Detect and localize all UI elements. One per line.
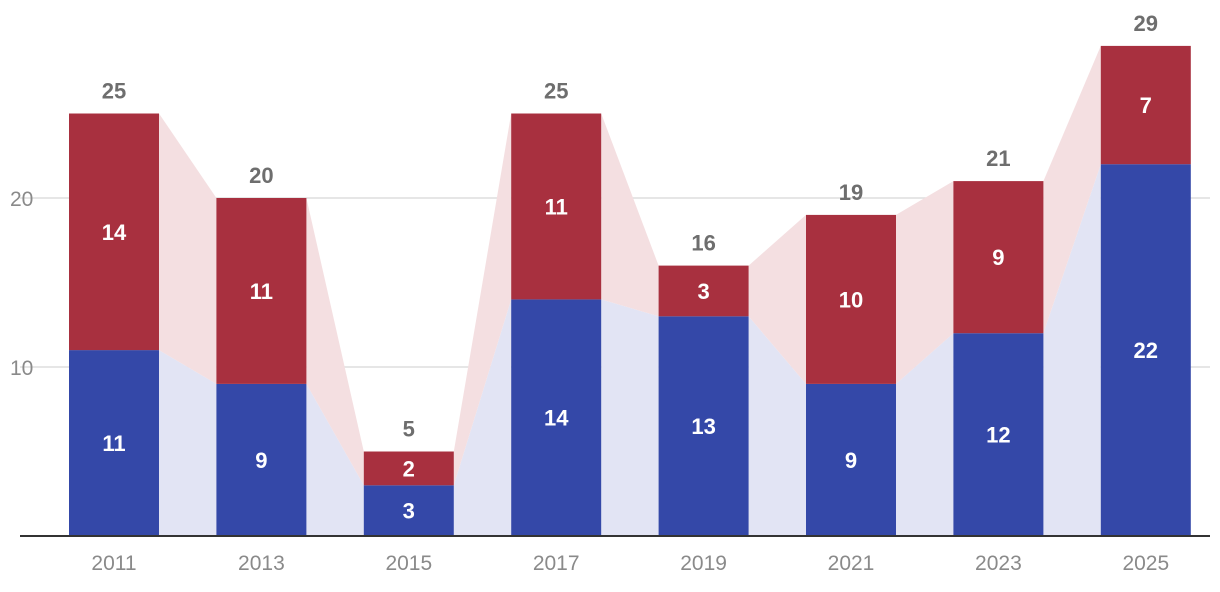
total-label: 29 bbox=[1134, 11, 1158, 36]
connector-bands bbox=[159, 45, 1101, 536]
bar-bottom-segment bbox=[1100, 164, 1191, 536]
bar-bottom-segment bbox=[69, 350, 159, 536]
total-label: 16 bbox=[691, 231, 715, 256]
bottom-segment-label: 14 bbox=[544, 406, 569, 431]
bottom-connector-band bbox=[453, 299, 512, 536]
x-tick-label: 2011 bbox=[91, 552, 136, 575]
top-connector-band bbox=[306, 198, 364, 486]
y-tick-label: 20 bbox=[10, 188, 33, 211]
total-label: 5 bbox=[403, 417, 415, 442]
x-tick-label: 2015 bbox=[385, 552, 432, 575]
top-connector-band bbox=[1043, 45, 1101, 334]
bottom-connector-band bbox=[896, 333, 954, 536]
bar-top-segment bbox=[658, 265, 749, 317]
top-connector-band bbox=[453, 113, 512, 486]
bottom-segment-label: 11 bbox=[102, 431, 125, 456]
top-connector-band bbox=[159, 113, 217, 384]
x-tick-label: 2021 bbox=[828, 552, 875, 575]
bar-top-segment bbox=[69, 113, 159, 351]
total-label: 25 bbox=[102, 79, 126, 104]
total-label: 19 bbox=[839, 180, 863, 205]
bottom-segment-label: 3 bbox=[403, 499, 415, 524]
top-segment-label: 11 bbox=[250, 279, 273, 304]
total-label: 21 bbox=[986, 146, 1010, 171]
bar-top-segment bbox=[806, 214, 896, 384]
bottom-connector-band bbox=[159, 350, 217, 536]
bar-top-segment bbox=[363, 451, 454, 486]
top-connector-band bbox=[896, 181, 954, 384]
total-label: 25 bbox=[544, 79, 568, 104]
x-tick-label: 2013 bbox=[238, 552, 285, 575]
bottom-connector-band bbox=[748, 316, 806, 536]
top-segment-label: 9 bbox=[992, 245, 1004, 270]
x-tick-label: 2025 bbox=[1122, 552, 1169, 575]
bottom-segment-label: 9 bbox=[845, 448, 857, 473]
bar-bottom-segment bbox=[363, 485, 454, 536]
bar-bottom-segment bbox=[953, 333, 1044, 536]
bar-bottom-segment bbox=[658, 316, 749, 536]
x-tick-label: 2017 bbox=[533, 552, 580, 575]
x-tick-label: 2019 bbox=[680, 552, 727, 575]
bottom-connector-band bbox=[601, 299, 659, 536]
bar-top-segment bbox=[511, 113, 602, 300]
bar-bottom-segment bbox=[216, 383, 307, 536]
top-segment-label: 3 bbox=[697, 279, 709, 304]
bar-bottom-segment bbox=[806, 383, 896, 536]
top-connector-band bbox=[748, 214, 806, 384]
top-segment-label: 14 bbox=[102, 220, 127, 245]
bar-bottom-segment bbox=[511, 299, 602, 536]
bottom-segment-label: 13 bbox=[691, 414, 715, 439]
bars bbox=[69, 45, 1191, 536]
bottom-segment-label: 9 bbox=[255, 448, 267, 473]
bottom-segment-label: 22 bbox=[1134, 338, 1158, 363]
top-connector-band bbox=[601, 113, 659, 317]
x-tick-label: 2023 bbox=[975, 552, 1022, 575]
total-label: 20 bbox=[249, 163, 273, 188]
bottom-connector-band bbox=[306, 383, 364, 536]
bottom-connector-band bbox=[1043, 164, 1101, 536]
top-segment-label: 2 bbox=[403, 456, 415, 481]
bottom-segment-label: 12 bbox=[986, 423, 1010, 448]
top-segment-label: 11 bbox=[545, 194, 568, 219]
top-segment-label: 7 bbox=[1140, 93, 1152, 118]
bar-top-segment bbox=[953, 181, 1044, 334]
x-axis: 2011 2013 2015 2017 2019 2021 2023 2025 bbox=[20, 535, 1210, 575]
y-tick-label: 10 bbox=[10, 357, 33, 380]
top-segment-label: 10 bbox=[839, 287, 863, 312]
bar-top-segment bbox=[1100, 45, 1191, 165]
bar-top-segment bbox=[216, 198, 307, 384]
